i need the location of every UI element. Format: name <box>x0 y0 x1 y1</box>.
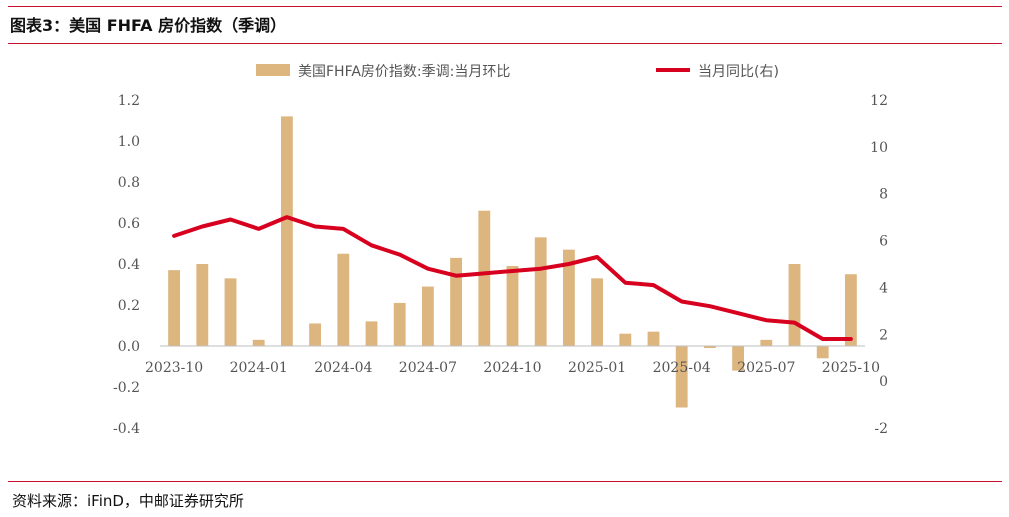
bar-2024-05 <box>365 321 378 346</box>
bar-2024-01 <box>252 339 265 346</box>
left-tick-label: 0.6 <box>118 216 140 232</box>
x-tick-label: 2024-07 <box>399 360 457 376</box>
bar-2025-05 <box>703 346 716 349</box>
left-tick-label: 1.2 <box>118 93 140 109</box>
x-tick-label: 2025-07 <box>737 360 795 376</box>
left-tick-label: -0.2 <box>113 380 140 396</box>
bar-2024-04 <box>337 253 350 346</box>
bar-2024-11 <box>534 237 547 346</box>
legend-bar-label: 美国FHFA房价指数:季调:当月环比 <box>298 64 510 80</box>
bar-2025-10 <box>844 274 857 346</box>
left-tick-label: 0.0 <box>118 339 140 355</box>
legend-bar-swatch <box>256 64 290 76</box>
x-tick-label: 2024-10 <box>483 360 541 376</box>
bar-2025-01 <box>591 278 604 346</box>
bottom-rule <box>8 481 1002 482</box>
bar-2024-03 <box>309 323 322 346</box>
bar-2025-08 <box>788 264 801 346</box>
bar-2025-02 <box>619 333 632 346</box>
right-tick-label: 0 <box>879 374 888 390</box>
bar-2025-09 <box>816 346 829 359</box>
x-tick-label: 2023-10 <box>145 360 203 376</box>
right-axis: -2 0 2 4 6 8 10 12 <box>870 93 888 437</box>
bar-2025-03 <box>647 331 660 346</box>
bar-series <box>168 116 857 408</box>
bar-2023-11 <box>196 264 209 346</box>
x-tick-label: 2025-10 <box>822 360 880 376</box>
right-tick-label: 12 <box>870 93 888 109</box>
bar-2024-10 <box>506 266 519 346</box>
bar-2023-10 <box>168 270 181 346</box>
legend: 美国FHFA房价指数:季调:当月环比 当月同比(右) <box>256 64 779 80</box>
left-axis: -0.4 -0.2 0.0 0.2 0.4 0.6 0.8 1.0 1.2 <box>113 93 140 437</box>
right-tick-label: 6 <box>879 234 888 250</box>
right-tick-label: 8 <box>879 187 888 203</box>
bar-2024-09 <box>478 210 491 346</box>
bar-2025-06 <box>732 346 745 371</box>
line-series-yoy <box>172 215 853 341</box>
bar-2024-02 <box>280 116 293 347</box>
bar-2023-12 <box>224 278 237 346</box>
x-tick-label: 2024-04 <box>314 360 372 376</box>
left-tick-label: 0.8 <box>118 175 140 191</box>
x-axis: 2023-10 2024-01 2024-04 2024-07 2024-10 2025-… <box>145 360 880 376</box>
x-tick-label: 2025-01 <box>568 360 626 376</box>
source-note: 资料来源：iFinD，中邮证券研究所 <box>12 492 244 510</box>
bar-2025-04 <box>675 346 688 408</box>
left-tick-label: 0.4 <box>118 257 140 273</box>
x-tick-label: 2024-01 <box>230 360 288 376</box>
right-tick-label: -2 <box>874 421 888 437</box>
bar-2024-07 <box>421 286 434 346</box>
title-rule <box>8 43 1002 44</box>
x-tick-label: 2025-04 <box>653 360 711 376</box>
chart-figure-title: 图表3：美国 FHFA 房价指数（季调） <box>10 16 287 35</box>
top-rule <box>8 6 1002 7</box>
right-tick-label: 4 <box>879 280 888 296</box>
legend-line-label: 当月同比(右) <box>698 64 779 80</box>
bar-2025-07 <box>760 339 773 346</box>
left-tick-label: -0.4 <box>113 421 140 437</box>
bar-2024-06 <box>393 302 406 346</box>
bar-2024-12 <box>562 249 575 346</box>
right-tick-label: 2 <box>879 327 888 343</box>
left-tick-label: 0.2 <box>118 298 140 314</box>
left-tick-label: 1.0 <box>118 134 140 150</box>
bar-2024-08 <box>450 257 463 346</box>
right-tick-label: 10 <box>870 140 888 156</box>
